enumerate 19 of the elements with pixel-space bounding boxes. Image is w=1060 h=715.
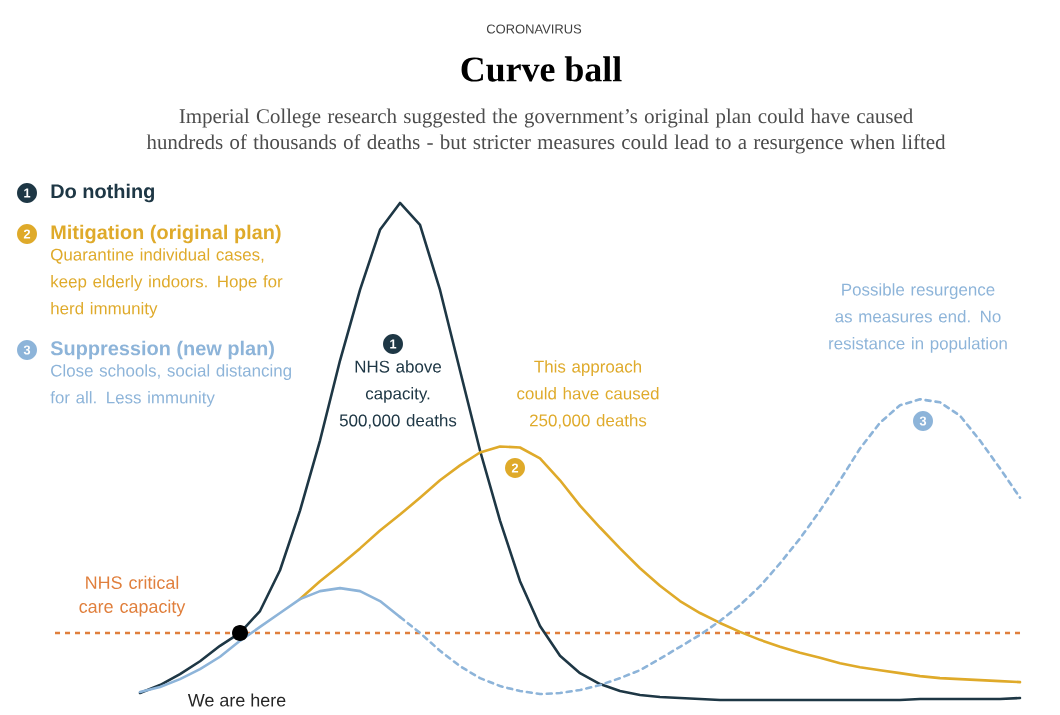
annotation: 3 (919, 416, 927, 426)
annotation: Possible resurgence as measures end. No resistance in population (829, 283, 1007, 353)
legend-label: Do nothing (51, 183, 154, 203)
annotation: 1 (390, 339, 397, 349)
annotation: NHS above capacity. 500,000 deaths (339, 360, 457, 429)
text: CORONAVIRUS (486, 24, 582, 34)
legend-label: Suppression (new plan) (50, 340, 274, 360)
ref-line-label: NHS critical care capacity (79, 575, 186, 617)
legend-label: Mitigation (original plan) (51, 224, 281, 244)
annotation: 2 (511, 463, 519, 473)
text: 3 (23, 345, 31, 355)
annotation: Quarantine individual cases, keep elderly indoors. Hope for herd immunity (51, 248, 283, 318)
chart-subtitle: Imperial College research suggested the government’s original plan could have caused hundreds of thousands of deaths - but stricter measures could lead to a resurgence when lifted (146, 108, 946, 154)
chart-title: Curve ball (461, 56, 622, 82)
annotation: This approach could have caused 250,000 deaths (517, 360, 659, 429)
text: 1 (24, 188, 31, 198)
annotation: We are here (187, 693, 286, 707)
text: 2 (23, 229, 31, 239)
annotation: Close schools, social distancing for all. Less immunity (50, 364, 291, 407)
